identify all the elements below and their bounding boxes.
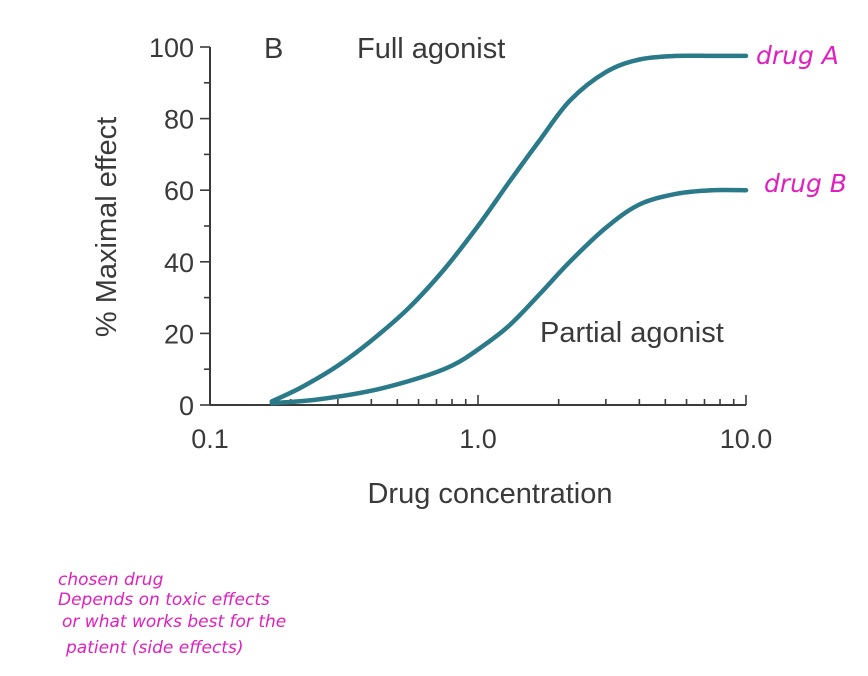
note-line-4: patient (side effects) xyxy=(65,638,243,658)
y-tick-label: 80 xyxy=(164,105,194,135)
y-axis-title: % Maximal effect xyxy=(91,117,123,337)
note-line-2: Depends on toxic effects xyxy=(58,590,270,610)
y-tick-label: 0 xyxy=(179,391,194,421)
y-tick-label: 20 xyxy=(164,319,194,349)
x-tick-label: 0.1 xyxy=(191,424,229,454)
series-label-full-agonist: Full agonist xyxy=(357,33,505,65)
y-tick-labels: 0 20 40 60 80 100 xyxy=(149,33,194,421)
y-tick-label: 60 xyxy=(164,176,194,206)
x-axis-title: Drug concentration xyxy=(367,478,612,510)
axes xyxy=(200,46,747,406)
handwritten-note: chosen drug Depends on toxic effects or … xyxy=(58,570,286,658)
y-ticks xyxy=(200,46,210,406)
full-agonist-curve xyxy=(269,53,749,404)
note-line-3: or what works best for the xyxy=(62,612,286,632)
x-tick-label: 10.0 xyxy=(720,424,773,454)
series-label-partial-agonist: Partial agonist xyxy=(540,317,724,349)
x-tick-labels: 0.1 1.0 10.0 xyxy=(191,424,772,454)
annotation-drug-a: drug A xyxy=(756,41,839,70)
note-line-1: chosen drug xyxy=(58,570,164,590)
annotation-drug-b: drug B xyxy=(764,169,847,198)
partial-agonist-curve xyxy=(269,187,749,406)
panel-label: B xyxy=(264,33,283,65)
x-ticks xyxy=(209,395,747,405)
curves xyxy=(269,53,749,406)
y-tick-label: 100 xyxy=(149,33,194,63)
x-tick-label: 1.0 xyxy=(459,424,497,454)
y-tick-label: 40 xyxy=(164,248,194,278)
